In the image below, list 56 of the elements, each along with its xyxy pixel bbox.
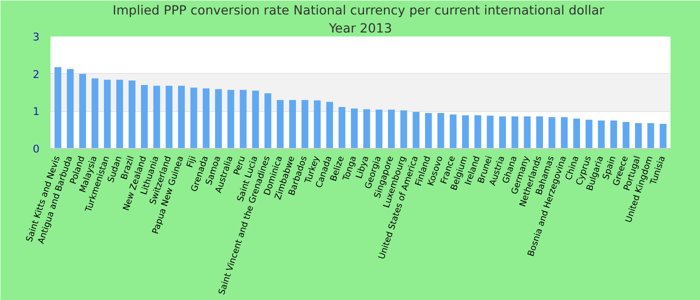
bar — [202, 88, 210, 148]
bar — [54, 67, 62, 148]
bar — [326, 102, 334, 148]
chart-title: Implied PPP conversion rate National currency per current international dollar — [112, 2, 606, 18]
bar — [92, 78, 98, 148]
bar — [289, 100, 296, 148]
bar — [622, 122, 630, 148]
bar — [252, 90, 259, 148]
bar — [412, 112, 420, 148]
bar — [474, 115, 482, 148]
y-tick-label: 1 — [32, 105, 40, 118]
bar — [264, 93, 272, 148]
bar — [190, 88, 198, 148]
bar — [400, 110, 408, 148]
bar — [647, 123, 654, 148]
bar — [548, 117, 556, 148]
y-tick-label: 2 — [32, 68, 40, 81]
bar — [215, 89, 222, 148]
bar — [462, 115, 469, 148]
bar — [314, 100, 321, 148]
bar — [350, 108, 358, 148]
bar — [499, 116, 506, 148]
bar — [338, 107, 346, 148]
y-tick-label: 0 — [32, 142, 40, 156]
bar — [153, 86, 160, 148]
bar — [363, 109, 370, 148]
bar — [66, 68, 74, 148]
bar — [524, 116, 531, 148]
bar — [178, 86, 185, 148]
bar — [79, 74, 86, 148]
bar — [302, 100, 308, 148]
bar — [104, 80, 111, 148]
bar — [116, 80, 124, 148]
bar — [450, 114, 457, 148]
bar — [660, 124, 666, 148]
bar — [425, 113, 432, 148]
bar — [240, 90, 247, 148]
bar — [511, 116, 518, 148]
bar — [437, 113, 444, 148]
bar — [166, 86, 172, 148]
bar — [598, 120, 605, 148]
bar — [560, 117, 568, 148]
y-tick-label: 3 — [32, 30, 40, 44]
bar — [536, 116, 543, 148]
bar — [376, 110, 382, 148]
bar — [610, 120, 618, 148]
bar — [388, 110, 395, 148]
bar — [634, 123, 642, 148]
bar — [276, 100, 284, 148]
bar — [486, 116, 494, 148]
bar — [140, 85, 148, 148]
bar — [586, 120, 592, 148]
chart-subtitle: Year 2013 — [328, 20, 392, 36]
bar — [128, 80, 136, 148]
bar — [573, 118, 580, 148]
bar — [227, 90, 234, 148]
